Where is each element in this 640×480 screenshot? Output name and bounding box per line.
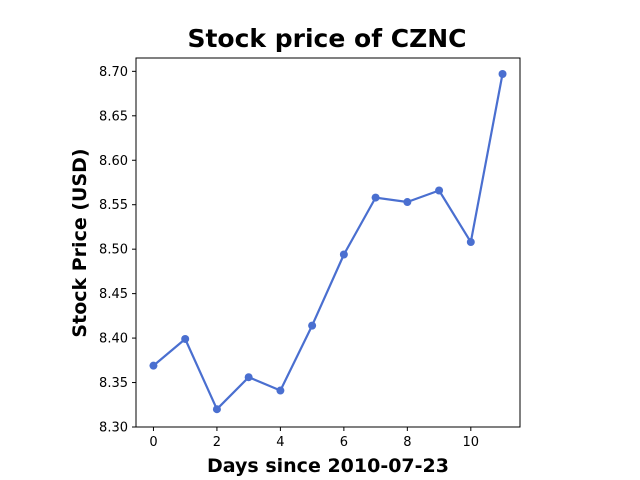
- x-tick-label: 6: [340, 435, 348, 450]
- y-tick-label: 8.35: [99, 376, 128, 391]
- plot-frame: [135, 57, 521, 428]
- data-point: [276, 386, 285, 395]
- data-point: [466, 238, 475, 247]
- data-point: [149, 361, 158, 370]
- x-axis: 0 2 4 6 8 10: [149, 427, 479, 450]
- data-point: [403, 198, 412, 207]
- data-point: [308, 321, 317, 330]
- data-point: [371, 193, 380, 202]
- y-axis-label: Stock Price (USD): [69, 148, 91, 337]
- y-tick-label: 8.60: [99, 154, 128, 169]
- x-tick-label: 0: [149, 435, 157, 450]
- data-point: [498, 70, 507, 79]
- data-point: [435, 186, 444, 195]
- series-layer: [149, 70, 507, 414]
- y-tick-label: 8.65: [99, 109, 128, 124]
- x-axis-label: Days since 2010-07-23: [207, 455, 449, 477]
- series-line: [152, 73, 504, 411]
- y-tick-label: 8.45: [99, 287, 128, 302]
- y-tick-label: 8.55: [99, 198, 128, 213]
- x-tick-label: 8: [403, 435, 411, 450]
- y-tick-label: 8.40: [99, 332, 128, 347]
- chart-title: Stock price of CZNC: [187, 24, 466, 53]
- y-tick-label: 8.70: [99, 65, 128, 80]
- x-tick-label: 2: [213, 435, 221, 450]
- data-point: [244, 373, 253, 382]
- data-point: [339, 250, 348, 259]
- y-axis: 8.30 8.35 8.40 8.45 8.50 8.55 8.60 8.65 8.70: [99, 65, 136, 436]
- x-tick-label: 10: [463, 435, 480, 450]
- data-point: [181, 334, 190, 343]
- x-tick-label: 4: [276, 435, 284, 450]
- y-tick-label: 8.50: [99, 243, 128, 258]
- data-point: [212, 405, 221, 414]
- y-tick-label: 8.30: [99, 421, 128, 436]
